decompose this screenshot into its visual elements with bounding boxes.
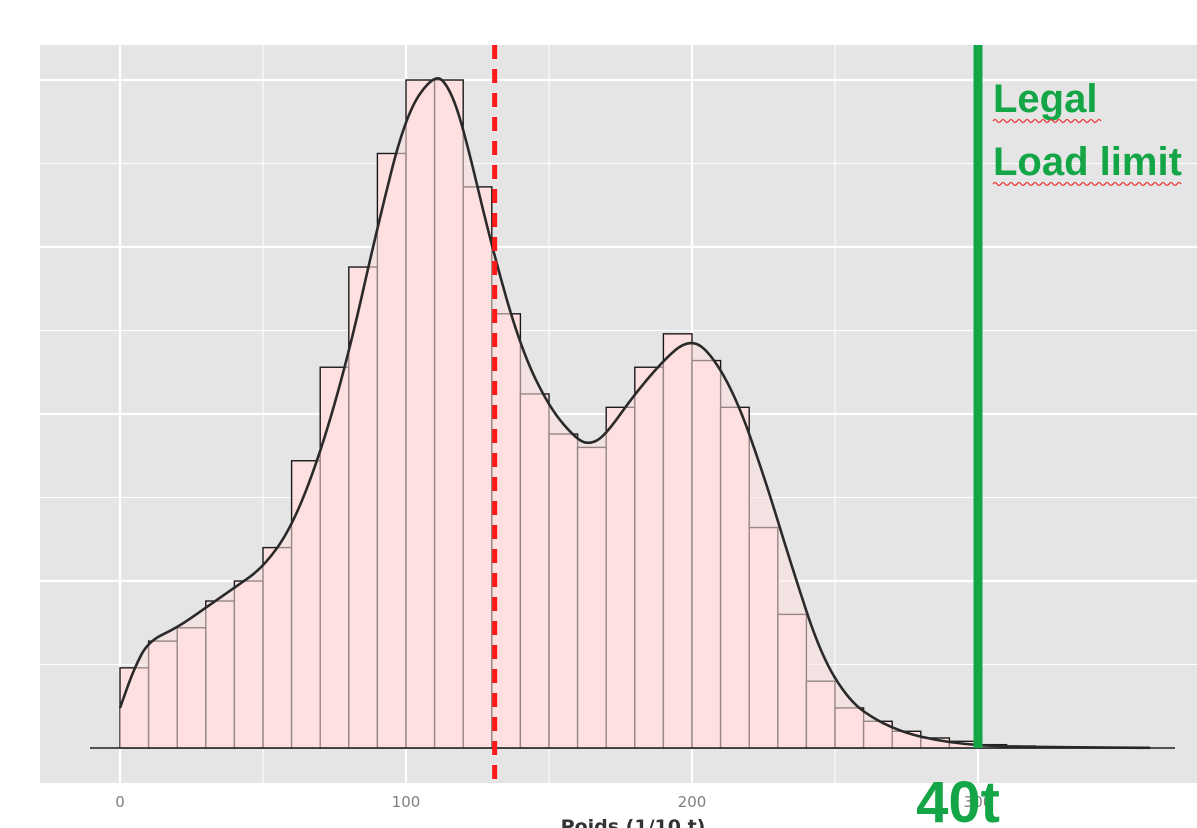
density-area <box>120 78 1150 748</box>
x-tick-labels: 0 100 200 300 <box>115 793 992 811</box>
spellcheck-underline-1 <box>992 118 1102 124</box>
x-tick-label: 200 <box>678 793 707 811</box>
x-tick-label: 300 <box>964 793 993 811</box>
spellcheck-underline-2 <box>992 181 1182 187</box>
legal-annotation-line1: Legal <box>993 77 1097 121</box>
x-tick-label: 0 <box>115 793 125 811</box>
legal-annotation-line2: Load limit <box>993 140 1182 184</box>
x-axis-label: Poids (1/10 t) <box>561 816 706 828</box>
limit-value-label: 40t <box>916 770 1000 828</box>
density-curve <box>118 77 1150 750</box>
x-tick-label: 100 <box>392 793 421 811</box>
